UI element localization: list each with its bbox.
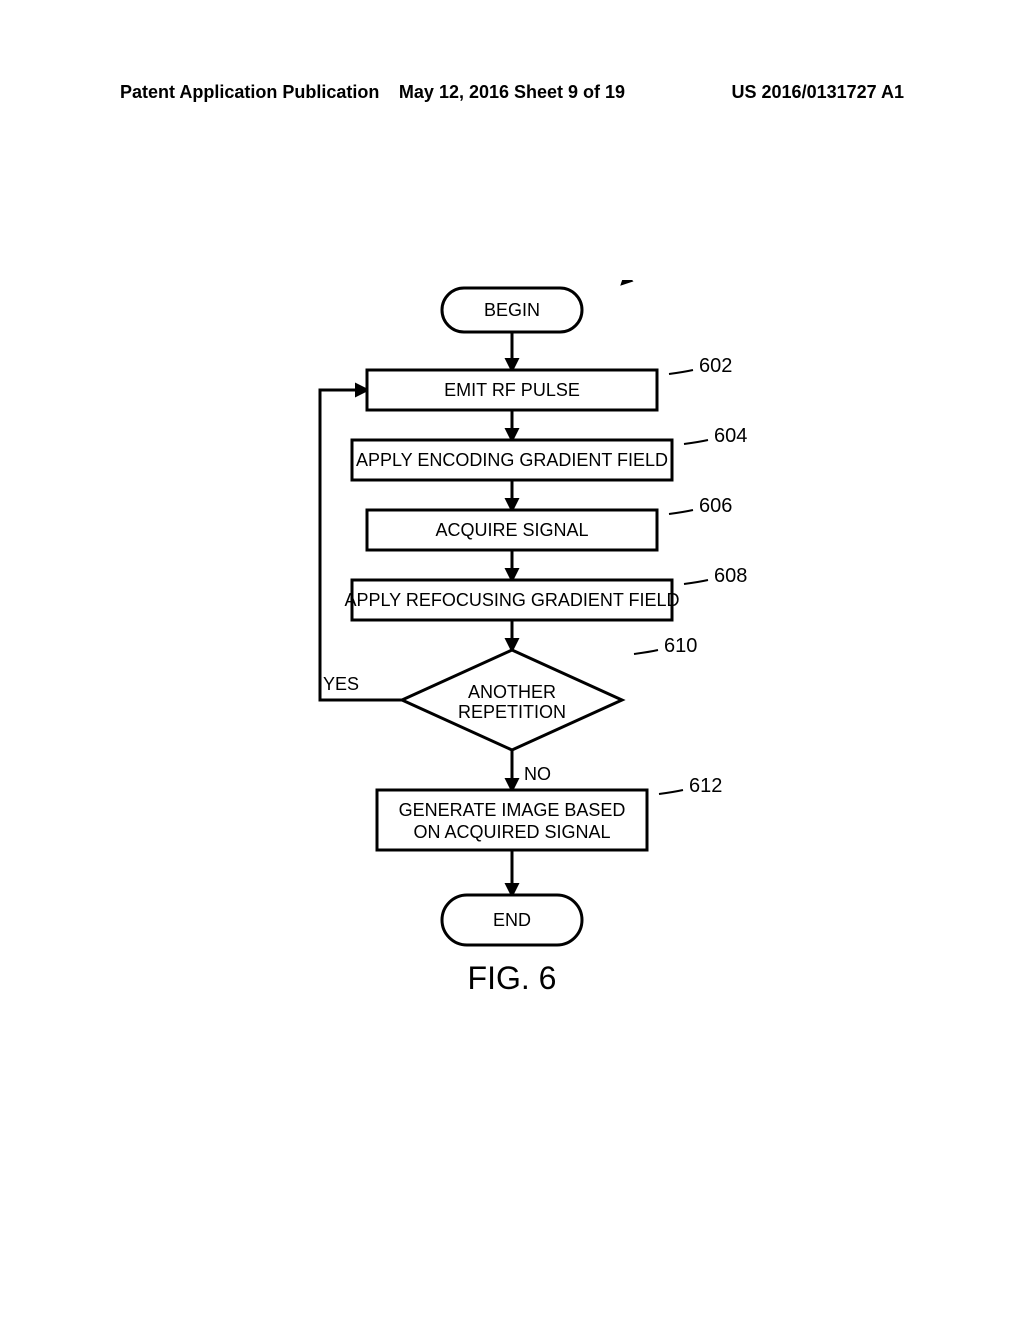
svg-text:ANOTHER: ANOTHER bbox=[468, 682, 556, 702]
svg-text:ON ACQUIRED SIGNAL: ON ACQUIRED SIGNAL bbox=[413, 822, 610, 842]
page-header: Patent Application Publication May 12, 2… bbox=[0, 82, 1024, 103]
svg-text:EMIT RF PULSE: EMIT RF PULSE bbox=[444, 380, 580, 400]
header-publication: Patent Application Publication bbox=[120, 82, 381, 103]
figure-label: FIG. 6 bbox=[468, 960, 557, 997]
node-begin: BEGIN bbox=[442, 288, 582, 332]
header-patent-number: US 2016/0131727 A1 bbox=[643, 82, 904, 103]
svg-text:APPLY REFOCUSING GRADIENT FIEL: APPLY REFOCUSING GRADIENT FIELD bbox=[344, 590, 679, 610]
node-emit: EMIT RF PULSE 602 bbox=[367, 355, 732, 410]
node-decision: ANOTHERREPETITION 610 bbox=[402, 635, 697, 750]
node-encode: APPLY ENCODING GRADIENT FIELD 604 bbox=[352, 425, 747, 480]
flowchart-diagram: NO YES BEGIN EMIT RF PULSE 602 APPLY ENCODING… bbox=[0, 280, 1024, 1000]
svg-text:END: END bbox=[493, 910, 531, 930]
svg-text:GENERATE IMAGE BASED: GENERATE IMAGE BASED bbox=[399, 800, 626, 820]
svg-text:ACQUIRE SIGNAL: ACQUIRE SIGNAL bbox=[435, 520, 588, 540]
svg-text:APPLY ENCODING GRADIENT FIELD: APPLY ENCODING GRADIENT FIELD bbox=[356, 450, 668, 470]
node-acquire: ACQUIRE SIGNAL 606 bbox=[367, 495, 732, 550]
svg-text:604: 604 bbox=[714, 425, 747, 447]
svg-text:612: 612 bbox=[689, 775, 722, 797]
node-generate: GENERATE IMAGE BASEDON ACQUIRED SIGNAL 61… bbox=[377, 775, 722, 850]
flowchart-svg: NO YES BEGIN EMIT RF PULSE 602 APPLY ENCODING… bbox=[0, 280, 1024, 1000]
svg-text:REPETITION: REPETITION bbox=[458, 702, 566, 722]
svg-text:NO: NO bbox=[524, 764, 551, 784]
svg-text:YES: YES bbox=[323, 674, 359, 694]
node-refocus: APPLY REFOCUSING GRADIENT FIELD 608 bbox=[344, 565, 747, 620]
header-date-sheet: May 12, 2016 Sheet 9 of 19 bbox=[381, 82, 642, 103]
svg-text:606: 606 bbox=[699, 495, 732, 517]
svg-text:610: 610 bbox=[664, 635, 697, 657]
svg-text:BEGIN: BEGIN bbox=[484, 300, 540, 320]
node-end: END bbox=[442, 895, 582, 945]
svg-text:602: 602 bbox=[699, 355, 732, 377]
svg-text:608: 608 bbox=[714, 565, 747, 587]
